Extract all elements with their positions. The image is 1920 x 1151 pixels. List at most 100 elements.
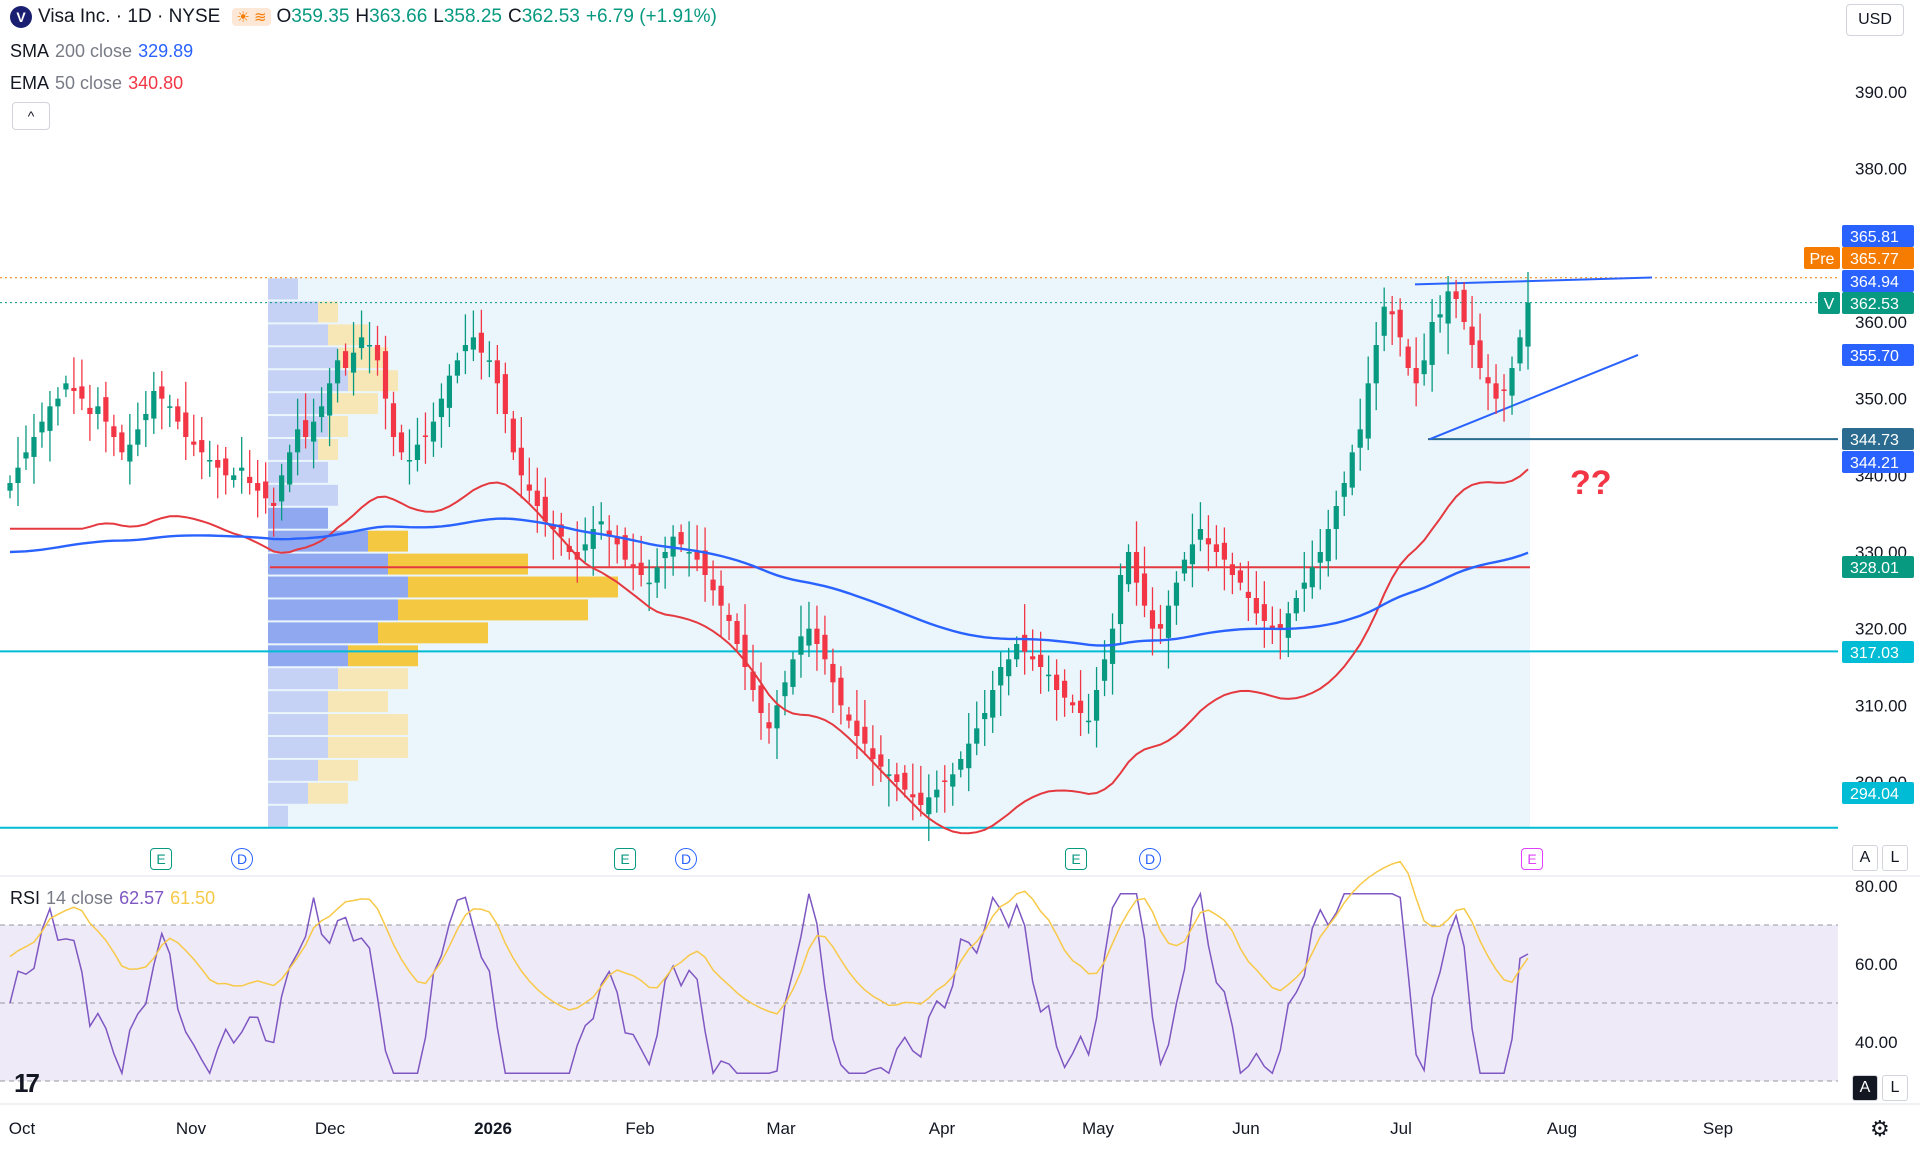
rsi-auto-scale-button[interactable]: A xyxy=(1852,1075,1878,1101)
candle xyxy=(814,605,820,671)
dividend-icon[interactable]: D xyxy=(675,848,697,870)
candle-body xyxy=(1445,291,1451,324)
candle-body xyxy=(934,789,940,798)
candle-body xyxy=(622,535,628,560)
candle-body xyxy=(1181,559,1188,574)
candle-body xyxy=(1030,656,1036,660)
volume-profile-bar xyxy=(268,668,338,690)
candle xyxy=(710,560,716,606)
candle xyxy=(1149,587,1156,656)
candle-body xyxy=(422,435,429,437)
candle xyxy=(1077,670,1084,736)
candle xyxy=(974,701,980,756)
symbol-legend[interactable]: V Visa Inc. · 1D · NYSE ☀ ≋ O359.35 H363.66 L… xyxy=(10,6,723,28)
currency-button[interactable]: USD xyxy=(1846,4,1904,36)
candle xyxy=(1141,546,1148,618)
collapse-legend-button[interactable]: ^ xyxy=(12,102,50,130)
candle-body xyxy=(271,502,277,506)
dividend-icon[interactable]: D xyxy=(231,848,253,870)
candle-body xyxy=(1133,552,1140,583)
rsi-line xyxy=(9,891,1529,1076)
sma-legend[interactable]: SMA 200 close 329.89 xyxy=(10,41,199,62)
candle-body xyxy=(702,550,708,575)
candle-body xyxy=(119,432,125,453)
candle xyxy=(135,402,141,457)
earnings-icon[interactable]: E xyxy=(150,848,172,870)
candle xyxy=(958,751,964,778)
market-status-icon[interactable]: ☀ ≋ xyxy=(232,8,271,27)
candle-body xyxy=(630,564,636,568)
candle xyxy=(886,759,892,807)
candle-body xyxy=(1501,389,1507,391)
candle xyxy=(1365,356,1371,451)
candle xyxy=(1181,552,1188,582)
candle xyxy=(1237,562,1243,591)
volume-profile-bar xyxy=(328,416,348,437)
candle xyxy=(942,765,948,813)
candle xyxy=(1429,299,1435,392)
candle xyxy=(207,440,213,477)
rsi-axis-tick: 80.00 xyxy=(1855,877,1898,896)
price-label-text: 365.77 xyxy=(1850,251,1899,268)
candle xyxy=(694,525,700,572)
log-scale-button[interactable]: L xyxy=(1882,845,1908,871)
candle xyxy=(183,381,189,460)
auto-scale-button[interactable]: A xyxy=(1852,845,1878,871)
candle-body xyxy=(15,467,21,483)
candle-body xyxy=(63,383,69,390)
candle xyxy=(774,690,780,759)
earnings-icon[interactable]: E xyxy=(614,848,636,870)
earnings-icon[interactable]: E xyxy=(1065,848,1087,870)
price-label-text: 294.04 xyxy=(1850,786,1899,803)
candle xyxy=(1469,295,1475,368)
candle-body xyxy=(1189,544,1196,565)
rsi-log-scale-button[interactable]: L xyxy=(1882,1075,1908,1101)
dividend-icon[interactable]: D xyxy=(1139,848,1161,870)
candle xyxy=(255,460,261,518)
candle xyxy=(239,437,245,494)
candle-body xyxy=(1341,483,1347,497)
candle xyxy=(1341,471,1347,516)
volume-profile-bar xyxy=(408,576,618,598)
candle-body xyxy=(662,552,668,559)
candle xyxy=(798,605,804,678)
candle-body xyxy=(1301,582,1307,589)
upcoming-earnings-icon[interactable]: E xyxy=(1521,848,1543,870)
candle-body xyxy=(582,544,588,551)
candle xyxy=(502,362,508,434)
candle xyxy=(462,314,468,375)
volume-profile-bar xyxy=(268,278,298,300)
candle-body xyxy=(406,460,413,462)
candle-body xyxy=(566,545,572,552)
candle-body xyxy=(982,713,988,720)
open-label: O xyxy=(276,6,292,28)
candle xyxy=(287,444,293,493)
gear-icon[interactable]: ⚙ xyxy=(1870,1116,1890,1141)
tradingview-logo[interactable]: 17 xyxy=(14,1068,40,1098)
ema-legend[interactable]: EMA 50 close 340.80 xyxy=(10,73,189,94)
time-axis-tick: Nov xyxy=(176,1119,207,1138)
candle-body xyxy=(766,722,772,729)
candle-body xyxy=(1101,659,1108,681)
close-label: C xyxy=(507,6,522,28)
candle-body xyxy=(550,525,556,529)
price-label: 344.21 xyxy=(1842,451,1914,473)
candle xyxy=(878,735,884,782)
candle-body xyxy=(1373,345,1379,384)
candle-body xyxy=(654,567,660,583)
rsi-legend[interactable]: RSI 14 close 62.57 61.50 xyxy=(10,888,221,909)
candle xyxy=(279,463,285,521)
candle-body xyxy=(1461,289,1467,322)
candle-body xyxy=(430,421,437,442)
candle xyxy=(1333,490,1339,560)
candle-body xyxy=(870,748,876,759)
price-label: 328.01 xyxy=(1842,556,1914,578)
candle-body xyxy=(1349,452,1355,488)
candle-body xyxy=(1525,302,1531,347)
candle xyxy=(1517,329,1523,372)
change-value: +6.79 (+1.91%) xyxy=(585,6,717,28)
candle xyxy=(342,343,349,376)
candle xyxy=(1117,563,1124,644)
candle-body xyxy=(638,562,644,575)
